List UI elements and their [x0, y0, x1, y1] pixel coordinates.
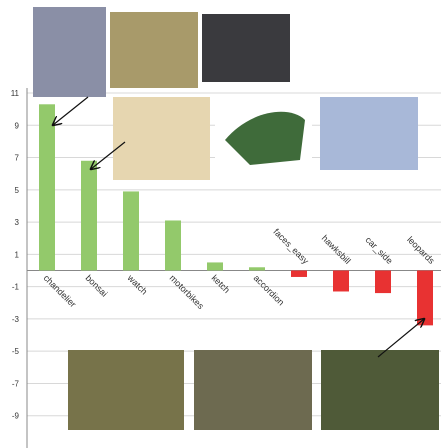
arrow — [377, 319, 424, 358]
arrows — [53, 96, 424, 358]
y-tick-label: 3 — [15, 218, 20, 227]
x-tick-label: faces_easy — [271, 227, 311, 267]
photo — [33, 7, 106, 97]
y-tick-label: 1 — [15, 250, 20, 259]
arrow — [91, 141, 126, 169]
bar — [291, 270, 307, 277]
y-tick-label: 9 — [15, 121, 20, 130]
bar — [249, 267, 265, 271]
photo — [68, 350, 184, 430]
photo — [194, 350, 312, 430]
bar — [333, 270, 349, 292]
x-tick-label: chandelier — [42, 273, 78, 309]
bar — [81, 160, 97, 271]
y-tick-label: 5 — [15, 186, 20, 195]
y-tick-label: -1 — [12, 283, 20, 292]
y-tick-label: 7 — [15, 154, 20, 163]
photo — [202, 14, 290, 82]
x-tick-label: car_side — [364, 235, 395, 266]
bar — [165, 220, 181, 271]
photo — [320, 97, 418, 170]
x-tick-label: hawksbill — [320, 233, 353, 266]
photo — [321, 350, 439, 430]
bar — [39, 104, 55, 271]
y-tick-label: -3 — [12, 315, 20, 324]
x-tick-label: bonsai — [84, 273, 110, 299]
x-tick-label: ketch — [210, 273, 232, 295]
photo — [110, 12, 198, 88]
y-tick-label: 11 — [11, 89, 20, 98]
photo — [113, 97, 210, 180]
x-tick-label: watch — [125, 272, 149, 296]
arrow — [53, 96, 89, 125]
x-tick-label: motorbikes — [168, 273, 207, 312]
x-tick-label: accordion — [252, 273, 287, 308]
photo — [225, 111, 305, 165]
y-tick-label: -9 — [12, 412, 20, 421]
bar — [207, 262, 223, 271]
bar — [417, 270, 433, 326]
x-tick-label: leopards — [405, 234, 437, 266]
bar — [375, 270, 391, 294]
bar — [123, 191, 139, 271]
y-tick-label: -5 — [12, 347, 20, 356]
photos — [33, 7, 439, 430]
y-tick-label: -7 — [12, 379, 20, 388]
